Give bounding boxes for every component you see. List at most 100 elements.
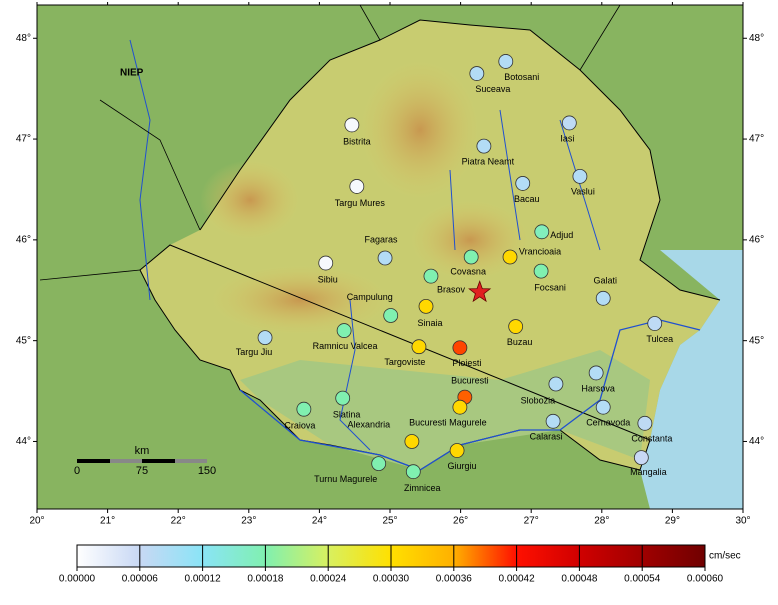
colorbar-tick-label: 0.00006 bbox=[122, 574, 159, 585]
station-label: Ramnicu Valcea bbox=[313, 341, 378, 351]
station-marker bbox=[383, 308, 399, 323]
colorbar-segment bbox=[328, 545, 391, 567]
lat-tick-label: 45° bbox=[749, 335, 764, 346]
station-label: Harsova bbox=[581, 383, 615, 393]
lon-tick-label: 23° bbox=[241, 516, 256, 527]
colorbar-tick-label: 0.00042 bbox=[499, 574, 536, 585]
scale-bar: km 0 75 150 bbox=[74, 445, 216, 477]
station-label: Bacau bbox=[514, 194, 540, 204]
colorbar-segment bbox=[642, 545, 705, 567]
station-marker bbox=[411, 339, 427, 355]
station-marker bbox=[515, 176, 531, 191]
station-label: Mangalia bbox=[630, 467, 667, 477]
lon-tick-label: 22° bbox=[171, 516, 186, 527]
station-marker bbox=[476, 138, 492, 154]
station-label: Alexandria bbox=[348, 420, 391, 430]
colorbar-tick-label: 0.00018 bbox=[247, 574, 284, 585]
station-label: Bucuresti Magurele bbox=[409, 418, 487, 428]
lon-tick-label: 30° bbox=[735, 516, 750, 527]
lon-tick-label: 20° bbox=[29, 516, 44, 527]
colorbar-segment bbox=[265, 545, 329, 567]
station-label: Craiova bbox=[284, 421, 315, 431]
station-marker bbox=[633, 450, 649, 465]
station-label: Constanta bbox=[631, 434, 672, 444]
station-marker bbox=[647, 316, 663, 331]
station-marker bbox=[336, 323, 352, 338]
colorbar-tick-label: 0.00024 bbox=[310, 574, 347, 585]
colorbar-segment bbox=[516, 545, 580, 567]
lat-tick-label: 46° bbox=[16, 235, 31, 246]
station-label: Ploiesti bbox=[452, 358, 481, 368]
station-label: Iasi bbox=[560, 133, 574, 143]
station-marker bbox=[548, 376, 564, 392]
scale-segment bbox=[142, 459, 175, 463]
station-marker bbox=[335, 390, 351, 406]
station-marker bbox=[423, 268, 439, 284]
lon-tick-label: 26° bbox=[453, 516, 468, 527]
station-label: Galati bbox=[593, 276, 617, 286]
station-label: Calarasi bbox=[530, 432, 563, 442]
lon-tick-label: 25° bbox=[382, 516, 397, 527]
lon-tick-label: 24° bbox=[312, 516, 327, 527]
colorbar-segment bbox=[77, 545, 140, 567]
station-label: Giurgiu bbox=[448, 461, 477, 471]
scale-segment bbox=[110, 459, 142, 463]
station-marker bbox=[588, 365, 604, 381]
station-marker bbox=[452, 340, 468, 356]
station-marker bbox=[502, 249, 518, 265]
station-label: Sibiu bbox=[318, 274, 338, 284]
station-label: Cernavoda bbox=[586, 418, 630, 428]
station-label: Buzau bbox=[507, 337, 533, 347]
station-label: Zimnicea bbox=[404, 483, 441, 493]
lat-tick-label: 44° bbox=[16, 436, 31, 447]
station-marker bbox=[534, 224, 550, 240]
station-marker bbox=[318, 255, 334, 271]
station-label: Suceava bbox=[475, 84, 510, 94]
scale-label: 150 bbox=[198, 465, 216, 477]
colorbar-segment bbox=[139, 545, 203, 567]
station-label: Sinaia bbox=[417, 318, 442, 328]
station-marker bbox=[533, 263, 549, 279]
colorbar-tick-label: 0.00060 bbox=[687, 574, 724, 585]
station-marker bbox=[405, 464, 421, 480]
station-marker bbox=[296, 401, 312, 417]
scale-segment bbox=[77, 459, 110, 463]
station-label: Targu Mures bbox=[335, 198, 386, 208]
colorbar-tick-label: 0.00000 bbox=[59, 574, 96, 585]
station-label: Vrancioaia bbox=[519, 246, 561, 256]
lon-tick-label: 21° bbox=[100, 516, 115, 527]
lon-tick-label: 27° bbox=[524, 516, 539, 527]
station-label: Piatra Neamt bbox=[462, 156, 515, 166]
station-label: Targu Jiu bbox=[236, 347, 273, 357]
lat-tick-label: 45° bbox=[16, 335, 31, 346]
scale-title: km bbox=[135, 445, 150, 457]
station-label: Vaslui bbox=[571, 187, 595, 197]
colorbar-segment bbox=[579, 545, 643, 567]
station-marker bbox=[595, 290, 611, 306]
terrain bbox=[37, 5, 743, 509]
colorbar-tick-label: 0.00030 bbox=[373, 574, 410, 585]
station-label: Campulung bbox=[347, 292, 393, 302]
station-label: Targoviste bbox=[384, 357, 425, 367]
station-marker bbox=[469, 66, 485, 81]
station-marker bbox=[418, 298, 434, 314]
station-label: Covasna bbox=[450, 266, 486, 276]
station-label: Slatina bbox=[333, 409, 361, 419]
station-marker bbox=[452, 399, 468, 415]
lat-tick-label: 47° bbox=[16, 134, 31, 145]
station-marker bbox=[349, 179, 365, 194]
station-label: Tulcea bbox=[646, 334, 673, 344]
colorbar-segment bbox=[202, 545, 266, 567]
station-label: Adjud bbox=[550, 230, 573, 240]
station-marker bbox=[377, 250, 393, 266]
station-marker bbox=[404, 434, 420, 449]
epicenter bbox=[468, 280, 492, 303]
lon-tick-label: 29° bbox=[665, 516, 680, 527]
station-marker bbox=[257, 330, 273, 346]
lat-tick-label: 47° bbox=[749, 134, 764, 145]
station-marker bbox=[545, 413, 561, 429]
colorbar-tick-label: 0.00054 bbox=[624, 574, 661, 585]
station-marker bbox=[344, 117, 360, 133]
lat-tick-label: 48° bbox=[16, 33, 31, 44]
